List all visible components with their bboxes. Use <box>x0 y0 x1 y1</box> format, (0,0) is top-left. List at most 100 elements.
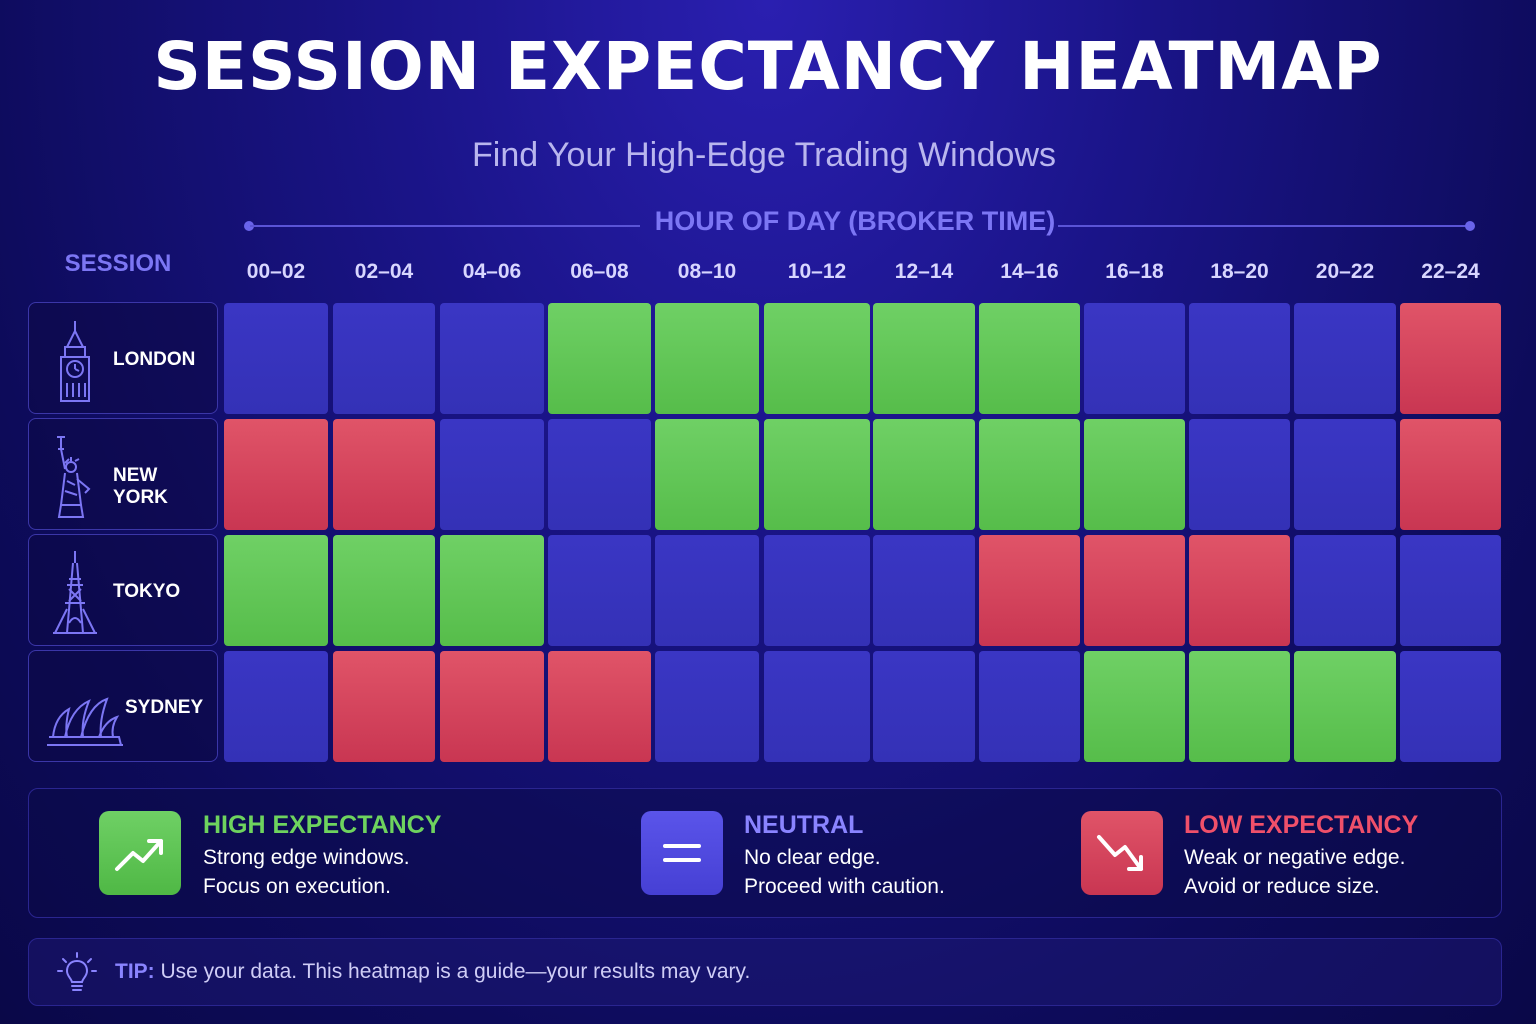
row-label-new-york: NEW YORK <box>113 465 168 508</box>
heatmap-cell-tokyo-5 <box>764 535 870 646</box>
hour-label-2: 04–06 <box>462 260 522 283</box>
row-header-sydney: SYDNEY <box>28 650 218 762</box>
legend-low-line1: Weak or negative edge. <box>1184 846 1406 869</box>
heatmap-cell-new-york-6 <box>873 419 975 530</box>
tokyo-tower-icon <box>53 551 97 634</box>
heatmap-cell-new-york-11 <box>1400 419 1501 530</box>
heatmap-cell-sydney-9 <box>1189 651 1290 762</box>
heatmap-cell-sydney-1 <box>333 651 435 762</box>
hour-label-8: 16–18 <box>1105 260 1164 283</box>
row-header-new-york: NEW YORK <box>28 418 218 530</box>
legend-high-title: HIGH EXPECTANCY <box>203 811 442 839</box>
heatmap-cell-tokyo-6 <box>873 535 975 646</box>
tip-text: TIP: Use your data. This heatmap is a gu… <box>115 960 750 984</box>
hour-label-3: 06–08 <box>570 260 629 283</box>
legend-high-line2: Focus on execution. <box>203 875 391 898</box>
hour-label-1: 02–04 <box>354 260 414 283</box>
x-axis-title: HOUR OF DAY (BROKER TIME) <box>654 206 1056 236</box>
sydney-opera-house-icon <box>47 697 123 746</box>
heatmap-cell-tokyo-4 <box>655 535 759 646</box>
legend-low-text: Weak or negative edge. Avoid or reduce s… <box>1184 843 1405 901</box>
heatmap-cell-london-7 <box>979 303 1080 414</box>
heatmap-cell-new-york-4 <box>655 419 759 530</box>
hour-label-0: 00–02 <box>246 260 306 283</box>
heatmap-cell-tokyo-11 <box>1400 535 1501 646</box>
heatmap-cell-tokyo-8 <box>1084 535 1185 646</box>
heatmap-cell-sydney-0 <box>224 651 328 762</box>
row-label-tokyo: TOKYO <box>113 581 181 602</box>
heatmap-cell-tokyo-2 <box>440 535 544 646</box>
heatmap-cell-london-2 <box>440 303 544 414</box>
heatmap-cell-new-york-5 <box>764 419 870 530</box>
heatmap-cell-new-york-0 <box>224 419 328 530</box>
heatmap-cell-london-6 <box>873 303 975 414</box>
page-title: SESSION EXPECTANCY HEATMAP <box>153 28 1383 105</box>
row-label-sydney: SYDNEY <box>125 697 204 718</box>
tip-body: Use your data. This heatmap is a guide—y… <box>154 960 751 983</box>
legend-low-title: LOW EXPECTANCY <box>1184 811 1419 839</box>
row-label-london: LONDON <box>113 349 196 370</box>
hour-label-7: 14–16 <box>1000 260 1059 283</box>
trend-down-icon <box>1081 811 1163 895</box>
heatmap-cell-london-4 <box>655 303 759 414</box>
lightbulb-icon <box>57 952 97 991</box>
heatmap-cell-london-3 <box>548 303 651 414</box>
hour-label-11: 22–24 <box>1421 260 1480 283</box>
heatmap-cell-sydney-3 <box>548 651 651 762</box>
row-header-tokyo: TOKYO <box>28 534 218 646</box>
legend-low-line2: Avoid or reduce size. <box>1184 875 1380 898</box>
row-header-london: LONDON <box>28 302 218 414</box>
statue-of-liberty-icon <box>57 436 91 518</box>
hour-label-6: 12–14 <box>894 260 954 283</box>
heatmap-cell-sydney-11 <box>1400 651 1501 762</box>
legend-high-line1: Strong edge windows. <box>203 846 410 869</box>
axis-left-dot <box>244 221 254 231</box>
legend-neutral-title: NEUTRAL <box>744 811 864 839</box>
heatmap-cell-london-0 <box>224 303 328 414</box>
heatmap-cell-london-8 <box>1084 303 1185 414</box>
heatmap-cell-sydney-5 <box>764 651 870 762</box>
big-ben-icon <box>60 321 90 402</box>
heatmap-cell-new-york-2 <box>440 419 544 530</box>
legend-neutral-line2: Proceed with caution. <box>744 875 945 898</box>
hour-label-5: 10–12 <box>787 260 847 283</box>
hour-label-10: 20–22 <box>1315 260 1375 283</box>
heatmap-cell-new-york-7 <box>979 419 1080 530</box>
heatmap-cell-tokyo-9 <box>1189 535 1290 646</box>
heatmap-cell-new-york-9 <box>1189 419 1290 530</box>
heatmap-cell-sydney-6 <box>873 651 975 762</box>
heatmap-cell-tokyo-10 <box>1294 535 1396 646</box>
legend: HIGH EXPECTANCY Strong edge windows. Foc… <box>28 788 1502 918</box>
legend-neutral-line1: No clear edge. <box>744 846 881 869</box>
y-axis-title: SESSION <box>64 250 172 277</box>
hour-label-9: 18–20 <box>1210 260 1269 283</box>
page-subtitle: Find Your High-Edge Trading Windows <box>472 136 1056 174</box>
heatmap-cell-sydney-7 <box>979 651 1080 762</box>
equals-icon <box>641 811 723 895</box>
heatmap-cell-london-1 <box>333 303 435 414</box>
heatmap-cell-new-york-8 <box>1084 419 1185 530</box>
tip-label: TIP: <box>115 960 155 983</box>
heatmap-cell-london-5 <box>764 303 870 414</box>
heatmap-cell-new-york-1 <box>333 419 435 530</box>
axis-right-line <box>1058 225 1468 227</box>
heatmap-cell-tokyo-1 <box>333 535 435 646</box>
hour-label-4: 08–10 <box>677 260 737 283</box>
heatmap-cell-sydney-8 <box>1084 651 1185 762</box>
heatmap-cell-tokyo-3 <box>548 535 651 646</box>
heatmap-cell-tokyo-7 <box>979 535 1080 646</box>
heatmap-cell-london-11 <box>1400 303 1501 414</box>
legend-neutral-text: No clear edge. Proceed with caution. <box>744 843 945 901</box>
heatmap-cell-london-10 <box>1294 303 1396 414</box>
axis-right-dot <box>1465 221 1475 231</box>
trend-up-icon <box>99 811 181 895</box>
tip-box: TIP: Use your data. This heatmap is a gu… <box>28 938 1502 1006</box>
heatmap-cell-london-9 <box>1189 303 1290 414</box>
heatmap-cell-new-york-3 <box>548 419 651 530</box>
heatmap-cell-sydney-10 <box>1294 651 1396 762</box>
heatmap-cell-tokyo-0 <box>224 535 328 646</box>
axis-left-line <box>250 225 640 227</box>
heatmap-cell-sydney-4 <box>655 651 759 762</box>
heatmap-cell-sydney-2 <box>440 651 544 762</box>
legend-high-text: Strong edge windows. Focus on execution. <box>203 843 410 901</box>
